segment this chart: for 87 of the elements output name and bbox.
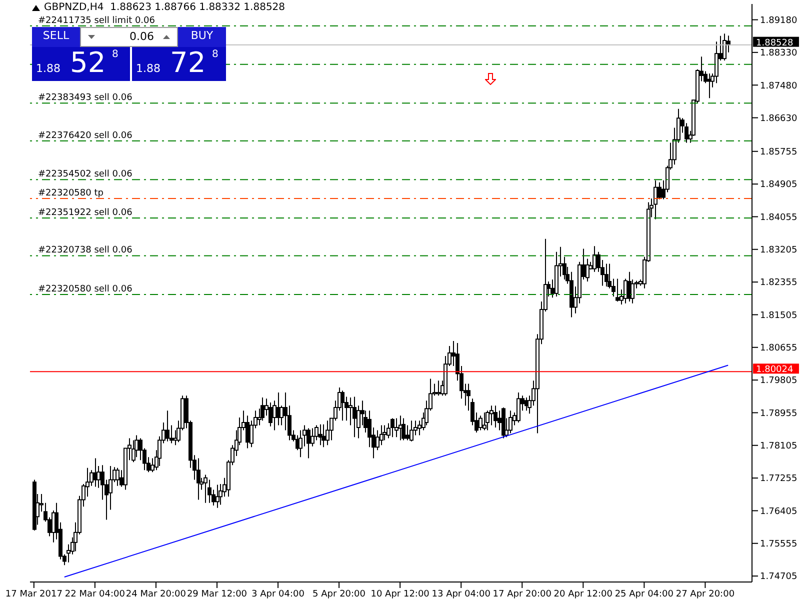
y-tick-label: 1.81505 [760,310,798,321]
y-tick-label: 1.79805 [760,376,798,386]
x-tick-label: 3 Apr 04:00 [252,589,305,600]
candlestick [340,390,344,422]
y-tick-label: 1.78955 [760,408,798,419]
candlestick [306,428,310,459]
candlestick [310,428,314,447]
candlestick [478,415,482,431]
candlestick [260,397,264,422]
y-tick-label: 1.82355 [760,278,798,288]
y-tick-label: 1.87480 [760,81,798,92]
x-tick-label: 25 Apr 04:00 [614,589,674,600]
y-tick-label: 1.83205 [760,246,798,256]
candlestick [386,422,390,439]
candlestick [394,418,398,438]
annotation: 52 [70,46,106,80]
y-tick-label: 1.84055 [760,212,798,223]
y-tick-label: 1.74705 [760,572,798,582]
candlestick [134,434,138,458]
y-tick-label: 1.84905 [760,180,798,190]
annotation: BUY [190,29,214,42]
candlestick [654,180,658,220]
ref-line-label: 1.88528 [756,38,794,48]
chart-title: GBPNZD,H4 1.88623 1.88766 1.88332 1.88528 [44,2,286,13]
x-tick-label: 27 Apr 20:00 [676,589,735,600]
y-tick-label: 1.80655 [760,344,798,354]
candlestick [436,380,440,396]
candlestick [390,418,394,438]
candlestick [616,278,620,302]
candlestick [268,402,272,427]
candlestick [196,458,200,500]
ref-line-label: #22351922 sell 0.06 [38,208,133,218]
y-tick-label: 1.77255 [760,474,798,484]
candlestick [216,484,220,508]
annotation: SELL [42,29,70,42]
ref-line-label: #22320580 tp [38,188,104,198]
candlestick [406,424,410,441]
candlestick [482,412,486,431]
candlestick [380,424,384,446]
x-tick-label: 20 Apr 12:00 [554,589,613,600]
y-tick-label: 1.88330 [760,48,798,59]
candlestick [604,263,608,287]
candlestick [322,424,326,448]
annotation: 72 [170,46,206,80]
candlestick [410,420,414,442]
annotation: 8 [112,49,118,60]
y-tick-label: 1.75555 [760,540,798,550]
ref-line-label: #22383493 sell 0.06 [38,93,133,104]
x-tick-label: 22 Mar 04:00 [64,589,126,600]
y-tick-label: 1.78105 [760,442,798,452]
y-tick-label: 1.89180 [760,16,798,26]
candlestick [494,405,498,428]
candlestick [116,467,120,486]
candlestick [508,410,512,434]
x-tick-label: 29 Mar 12:00 [186,589,248,600]
candlestick [592,246,596,272]
candlestick [516,392,520,424]
x-tick-label: 17 Mar 2017 [5,589,62,600]
x-tick-label: 24 Mar 20:00 [126,589,186,600]
candlestick [722,33,726,61]
ref-line-label: 1.80024 [756,365,794,376]
y-tick-label: 1.76405 [760,506,798,517]
candlestick [204,474,208,504]
x-tick-label: 17 Apr 20:00 [492,589,552,600]
candlestick [402,418,406,441]
x-tick-label: 10 Apr 12:00 [370,589,430,600]
ref-line-label: #22320738 sell 0.06 [38,246,133,256]
ref-line-label: #22320580 sell 0.06 [38,284,133,295]
x-tick-label: 13 Apr 04:00 [432,589,491,600]
x-tick-label: 5 Apr 20:00 [312,589,366,600]
ref-line-label: #22411735 sell limit 0.06 [38,16,156,26]
candlestick [352,396,356,438]
annotation: 1.88 [36,62,60,75]
y-tick-label: 1.86630 [760,114,798,124]
candlestick [490,405,494,426]
candlestick [382,424,386,441]
candlestick [208,479,212,504]
annotation: 0.06 [128,30,154,43]
y-tick-label: 1.85755 [760,148,798,158]
candlestick [326,420,330,446]
candlestick [166,410,170,442]
ref-line-label: #22376420 sell 0.06 [38,130,133,141]
annotation: 1.88 [136,62,160,75]
ref-line-label: #22354502 sell 0.06 [38,170,133,180]
annotation: 8 [212,49,218,60]
candlestick [630,279,634,304]
candlestick [318,424,322,446]
